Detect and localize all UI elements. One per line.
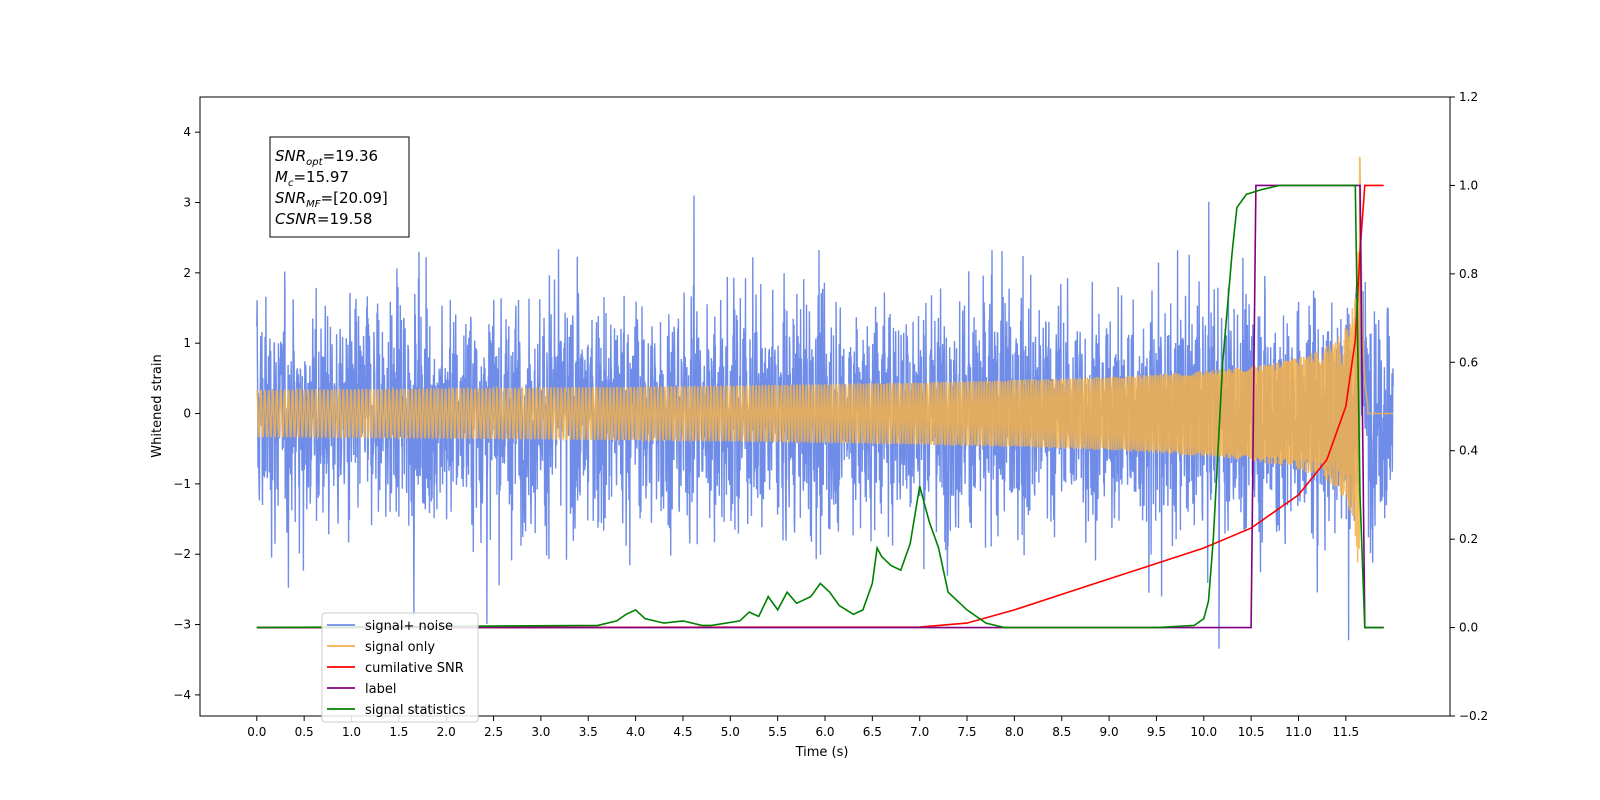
- y2-tick-label: 0.4: [1459, 444, 1478, 458]
- annotation-line: Mc=15.97: [275, 168, 349, 189]
- y-tick-label: 2: [183, 266, 191, 280]
- y2-tick-label: −0.2: [1459, 709, 1488, 723]
- x-tick-label: 9.0: [1100, 725, 1119, 739]
- x-tick-label: 3.5: [579, 725, 598, 739]
- x-tick-label: 6.0: [815, 725, 834, 739]
- legend-label: signal only: [365, 640, 435, 655]
- x-tick-label: 10.5: [1238, 725, 1265, 739]
- legend-label: signal statistics: [365, 703, 466, 718]
- annotation-line: CSNR=19.58: [275, 210, 372, 228]
- x-tick-label: 11.5: [1332, 725, 1359, 739]
- annotation-line: SNRMF=[20.09]: [275, 189, 388, 210]
- legend-label: cumilative SNR: [365, 661, 464, 676]
- y-tick-label: −4: [173, 688, 191, 702]
- x-tick-label: 8.0: [1005, 725, 1024, 739]
- x-tick-label: 9.5: [1147, 725, 1166, 739]
- x-tick-label: 7.0: [910, 725, 929, 739]
- series-layer: [256, 156, 1394, 649]
- plot-area: [256, 156, 1394, 649]
- x-tick-label: 4.5: [673, 725, 692, 739]
- series-line-signal-only: [256, 156, 1394, 563]
- y-axis-left: 4 3 2 1 0 −1 −2 −3 −4: [173, 125, 200, 702]
- annotation-box: SNRopt=19.36Mc=15.97SNRMF=[20.09]CSNR=19…: [269, 136, 410, 238]
- x-tick-label: 3.0: [531, 725, 550, 739]
- y-tick-label: −1: [173, 477, 191, 491]
- y2-tick-label: 0.6: [1459, 355, 1478, 369]
- x-tick-label: 4.0: [626, 725, 645, 739]
- x-tick-label: 1.0: [342, 725, 361, 739]
- y-tick-label: −3: [173, 618, 191, 632]
- x-axis-label: Time (s): [795, 745, 849, 760]
- legend-frame: [321, 612, 479, 723]
- x-tick-label: 7.5: [957, 725, 976, 739]
- y-tick-label: −2: [173, 547, 191, 561]
- x-tick-label: 5.0: [721, 725, 740, 739]
- legend-label: label: [365, 682, 396, 697]
- annotation-line: SNRopt=19.36: [275, 147, 378, 168]
- x-tick-label: 2.5: [484, 725, 503, 739]
- legend-label: signal+ noise: [365, 619, 453, 634]
- x-tick-label: 1.5: [389, 725, 408, 739]
- y-tick-label: 3: [183, 196, 191, 210]
- x-tick-label: 11.0: [1285, 725, 1312, 739]
- y-tick-label: 4: [183, 125, 191, 139]
- y2-tick-label: 0.2: [1459, 532, 1478, 546]
- x-tick-label: 0.0: [247, 725, 266, 739]
- x-axis: 0.0 0.5 1.0 1.5 2.0 2.5 3.0 3.5 4.0 4.5 5.0 5.5 6.0 6…: [247, 716, 1359, 739]
- x-tick-label: 5.5: [768, 725, 787, 739]
- annotation-frame: [269, 136, 410, 238]
- y-tick-label: 1: [183, 336, 191, 350]
- y-axis-label: Whitened strain: [150, 354, 165, 457]
- x-tick-label: 8.5: [1052, 725, 1071, 739]
- y2-tick-label: 1.2: [1459, 90, 1478, 104]
- series-line-signal-statistics: [256, 184, 1384, 629]
- x-tick-label: 6.5: [863, 725, 882, 739]
- x-tick-label: 0.5: [295, 725, 314, 739]
- y2-tick-label: 1.0: [1459, 178, 1478, 192]
- y-axis-right: 1.2 1.0 0.8 0.6 0.4 0.2 0.0 −0.2: [1450, 90, 1488, 723]
- y2-tick-label: 0.8: [1459, 267, 1478, 281]
- y-tick-label: 0: [183, 407, 191, 421]
- x-tick-label: 10.0: [1190, 725, 1217, 739]
- x-tick-label: 2.0: [437, 725, 456, 739]
- y2-tick-label: 0.0: [1459, 621, 1478, 635]
